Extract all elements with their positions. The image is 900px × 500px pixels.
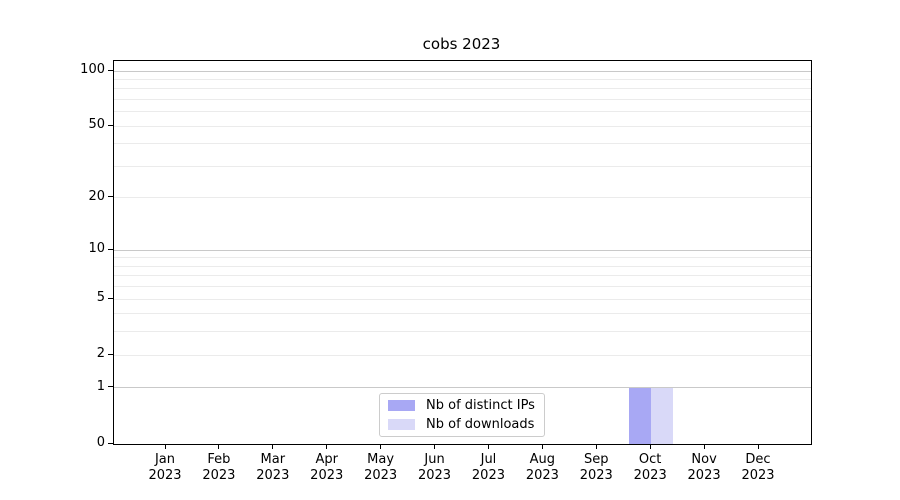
gridline-minor (114, 286, 811, 288)
x-tick-label: Feb 2023 (202, 452, 236, 483)
gridline-minor (114, 78, 811, 80)
x-tick-label: Jan 2023 (148, 452, 182, 483)
x-tick-mark (272, 444, 274, 449)
chart-title: cobs 2023 (422, 35, 501, 53)
gridline-minor (114, 165, 811, 167)
gridline-minor (114, 298, 811, 300)
x-tick-mark (703, 444, 705, 449)
legend: Nb of distinct IPs Nb of downloads (379, 393, 545, 437)
legend-label-distinct-ips: Nb of distinct IPs (426, 398, 535, 413)
y-tick-mark (108, 248, 113, 250)
y-tick-label: 50 (88, 117, 105, 133)
gridline-major (114, 70, 811, 72)
bar-oct-2023-series-0 (629, 387, 652, 444)
gridline-minor (114, 313, 811, 315)
y-tick-mark (108, 196, 113, 198)
y-tick-label: 10 (88, 241, 105, 257)
y-tick-mark (108, 69, 113, 71)
x-tick-mark (541, 444, 543, 449)
x-tick-mark (434, 444, 436, 449)
x-tick-label: Dec 2023 (741, 452, 775, 483)
gridline-major (114, 249, 811, 251)
legend-swatch-distinct-ips (388, 400, 415, 411)
gridline-minor (114, 143, 811, 145)
gridline-minor (114, 275, 811, 277)
x-tick-mark (380, 444, 382, 449)
y-tick-label: 100 (80, 62, 105, 77)
gridline-minor (114, 98, 811, 100)
gridline-minor (114, 265, 811, 267)
y-tick-label: 20 (88, 188, 105, 204)
gridline-minor (114, 88, 811, 90)
gridline-minor (114, 125, 811, 127)
legend-label-downloads: Nb of downloads (426, 417, 535, 432)
x-tick-label: Oct 2023 (633, 452, 667, 483)
x-tick-label: Nov 2023 (687, 452, 721, 483)
y-tick-label: 1 (96, 378, 105, 394)
x-tick-label: May 2023 (364, 452, 398, 483)
x-tick-label: Jun 2023 (417, 452, 452, 483)
y-tick-label: 5 (96, 290, 105, 306)
x-tick-label: Aug 2023 (525, 452, 559, 483)
bar-oct-2023-series-1 (651, 387, 674, 444)
y-tick-label: 0 (96, 435, 105, 450)
gridline-major (114, 387, 811, 389)
x-tick-mark (164, 444, 166, 449)
plot-area: Nb of distinct IPs Nb of downloads (113, 60, 812, 445)
gridline-minor (114, 111, 811, 113)
legend-item-distinct-ips: Nb of distinct IPs (388, 398, 544, 413)
x-tick-mark (595, 444, 597, 449)
gridline-minor (114, 354, 811, 356)
x-tick-mark (757, 444, 759, 449)
x-tick-label: Sep 2023 (579, 452, 613, 483)
y-tick-mark (108, 442, 113, 444)
y-tick-mark (108, 353, 113, 355)
x-tick-label: Jul 2023 (471, 452, 505, 483)
x-tick-mark (649, 444, 651, 449)
legend-swatch-downloads (388, 419, 415, 430)
x-tick-mark (487, 444, 489, 449)
y-tick-mark (108, 124, 113, 126)
y-tick-mark (108, 297, 113, 299)
legend-item-downloads: Nb of downloads (388, 417, 544, 432)
gridline-minor (114, 257, 811, 259)
x-tick-label: Apr 2023 (310, 452, 344, 483)
x-tick-mark (218, 444, 220, 449)
gridline-minor (114, 197, 811, 199)
x-tick-mark (326, 444, 328, 449)
gridline-minor (114, 331, 811, 333)
y-tick-mark (108, 386, 113, 388)
x-tick-label: Mar 2023 (256, 452, 290, 483)
y-tick-label: 2 (96, 346, 105, 362)
